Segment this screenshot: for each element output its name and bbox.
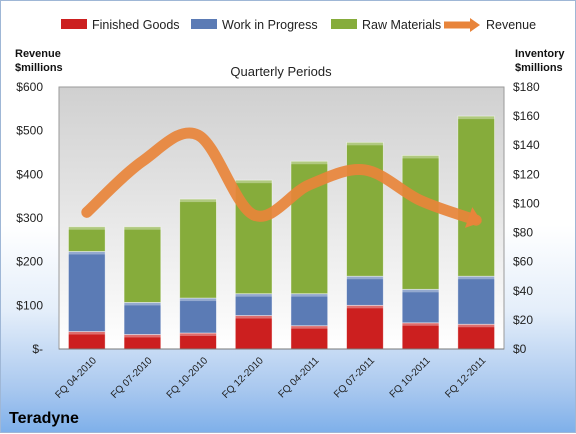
x-tick-label: FQ 12-2010 [220, 355, 266, 401]
right-tick-label: $20 [513, 313, 533, 327]
revenue-line [81, 127, 482, 226]
bar-work-in-progress-6 [401, 288, 440, 324]
bar-highlight [235, 180, 273, 184]
right-tick-label: $120 [513, 167, 540, 181]
right-tick-label: $80 [513, 226, 533, 240]
x-tick-label: FQ 07-2010 [109, 355, 155, 401]
bar-raw-materials-5 [346, 141, 384, 277]
bar-work-in-progress-5 [346, 275, 384, 306]
legend-label-raw-materials: Raw Materials [362, 18, 441, 32]
bar-highlight [457, 276, 495, 280]
company-name: Teradyne [9, 410, 79, 427]
bar-highlight [179, 332, 217, 336]
left-tick-label: $100 [16, 298, 43, 312]
left-tick-label: $200 [16, 255, 43, 269]
bar-highlight [402, 155, 439, 159]
right-tick-label: $60 [513, 255, 533, 269]
legend-swatch-raw-materials [331, 19, 357, 29]
x-tick-label: FQ 10-2011 [388, 355, 433, 400]
legend-swatch-finished-goods [61, 19, 87, 29]
bar-highlight [124, 334, 161, 338]
bar-raw-materials-2 [179, 198, 217, 299]
bar-work-in-progress-0 [68, 251, 106, 332]
bar-highlight [402, 289, 439, 293]
right-axis-title-line-1: Inventory [515, 48, 565, 60]
right-tick-label: $40 [513, 284, 533, 298]
bar-finished-goods-5 [346, 304, 384, 350]
bar-highlight [457, 324, 495, 328]
left-tick-label: $500 [16, 124, 43, 138]
bar-work-in-progress-2 [179, 297, 217, 334]
bar-highlight [346, 142, 384, 146]
legend-label-work-in-progress: Work in Progress [222, 18, 318, 32]
bar-highlight [346, 276, 384, 280]
x-tick-label: FQ 04-2011 [276, 355, 321, 400]
bar-highlight [179, 199, 217, 203]
right-tick-label: $0 [513, 342, 527, 356]
right-tick-label: $180 [513, 80, 540, 94]
bar-highlight [402, 322, 439, 326]
chart-title: Quarterly Periods [230, 64, 332, 79]
bar-finished-goods-7 [457, 323, 495, 350]
bar-finished-goods-4 [290, 325, 329, 350]
right-axis-title-line-2: $millions [515, 62, 563, 74]
left-tick-label: $300 [16, 211, 43, 225]
x-tick-label: FQ 04-2010 [53, 355, 99, 401]
right-tick-label: $140 [513, 138, 540, 152]
bar-finished-goods-6 [401, 322, 440, 350]
bar-highlight [68, 251, 106, 255]
legend-arrowhead-revenue [470, 18, 480, 32]
bar-highlight [124, 302, 161, 306]
left-tick-label: $400 [16, 167, 43, 181]
bar-highlight [290, 293, 328, 297]
bar-highlight [68, 331, 106, 335]
bar-highlight [457, 116, 495, 120]
bar-highlight [235, 293, 273, 297]
bar-highlight [68, 226, 106, 230]
bar-raw-materials-7 [457, 115, 495, 277]
legend-label-revenue: Revenue [486, 18, 536, 32]
revenue-line-arrowhead [464, 207, 482, 228]
bar-work-in-progress-3 [234, 293, 273, 316]
bar-highlight [179, 298, 217, 302]
bar-work-in-progress-1 [123, 302, 162, 335]
bar-highlight [290, 325, 328, 329]
bar-highlight [290, 161, 328, 165]
legend-label-finished-goods: Finished Goods [92, 18, 180, 32]
bar-raw-materials-1 [123, 226, 162, 303]
bar-highlight [235, 315, 273, 319]
x-tick-label: FQ 10-2010 [165, 355, 211, 401]
left-tick-label: $- [32, 342, 43, 356]
bar-raw-materials-0 [68, 226, 106, 252]
right-tick-label: $160 [513, 109, 540, 123]
left-tick-label: $600 [16, 80, 43, 94]
bar-work-in-progress-4 [290, 293, 329, 327]
bar-finished-goods-3 [234, 315, 273, 350]
x-tick-label: FQ 12-2011 [443, 355, 488, 400]
left-axis-title-line-2: $millions [15, 62, 63, 74]
bar-highlight [124, 226, 161, 230]
x-tick-label: FQ 07-2011 [332, 355, 377, 400]
bar-raw-materials-6 [401, 155, 440, 290]
bar-work-in-progress-7 [457, 275, 495, 325]
bar-highlight [346, 305, 384, 309]
legend-swatch-work-in-progress [191, 19, 217, 29]
left-axis-title-line-1: Revenue [15, 48, 61, 60]
right-tick-label: $100 [513, 196, 540, 210]
